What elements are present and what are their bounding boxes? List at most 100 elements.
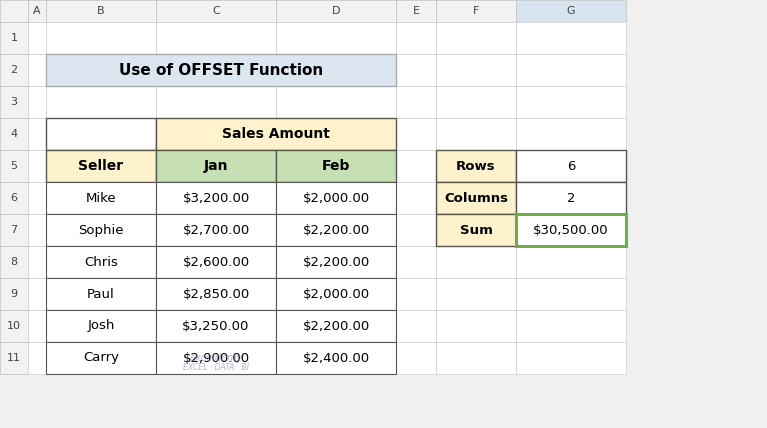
Bar xyxy=(46,182,156,214)
Bar xyxy=(396,150,436,182)
Bar xyxy=(0,118,28,150)
Bar xyxy=(516,182,626,214)
Bar xyxy=(156,0,276,22)
Bar xyxy=(0,54,28,86)
Bar xyxy=(516,214,626,246)
Bar xyxy=(46,150,156,182)
Bar xyxy=(156,118,396,150)
Bar xyxy=(516,342,626,374)
Bar xyxy=(0,246,28,278)
Bar xyxy=(0,310,28,342)
Bar xyxy=(436,54,516,86)
Text: $2,200.00: $2,200.00 xyxy=(302,223,370,237)
Text: D: D xyxy=(332,6,341,16)
Bar xyxy=(156,86,276,118)
Text: Chris: Chris xyxy=(84,256,118,268)
Text: 5: 5 xyxy=(11,161,18,171)
Bar xyxy=(28,0,46,22)
Bar xyxy=(516,118,626,150)
Bar xyxy=(156,278,276,310)
Bar xyxy=(276,246,396,278)
Bar xyxy=(0,182,28,214)
Bar xyxy=(436,214,516,246)
Bar xyxy=(28,22,46,54)
Bar xyxy=(436,0,516,22)
Bar xyxy=(436,182,516,214)
Text: A: A xyxy=(33,6,41,16)
Bar xyxy=(156,150,276,182)
Bar xyxy=(396,0,436,22)
Text: G: G xyxy=(567,6,575,16)
Bar xyxy=(516,150,626,182)
Bar xyxy=(28,278,46,310)
Bar xyxy=(396,342,436,374)
Bar xyxy=(276,278,396,310)
Bar xyxy=(276,310,396,342)
Bar xyxy=(46,246,156,278)
Bar xyxy=(156,118,276,150)
Text: $2,000.00: $2,000.00 xyxy=(302,191,370,205)
Bar xyxy=(156,150,276,182)
Text: EXCEL · DATA · BI: EXCEL · DATA · BI xyxy=(183,363,249,372)
Bar xyxy=(396,118,436,150)
Text: C: C xyxy=(212,6,220,16)
Text: $2,900.00: $2,900.00 xyxy=(183,351,249,365)
Text: $2,200.00: $2,200.00 xyxy=(302,256,370,268)
Bar xyxy=(0,22,28,54)
Bar xyxy=(516,86,626,118)
Bar xyxy=(276,342,396,374)
Text: Mike: Mike xyxy=(86,191,117,205)
Text: $2,400.00: $2,400.00 xyxy=(302,351,370,365)
Bar xyxy=(276,150,396,182)
Bar xyxy=(46,22,156,54)
Text: B: B xyxy=(97,6,105,16)
Text: Paul: Paul xyxy=(87,288,115,300)
Bar xyxy=(46,342,156,374)
Bar xyxy=(28,150,46,182)
Bar xyxy=(46,54,156,86)
Bar xyxy=(396,310,436,342)
Text: F: F xyxy=(472,6,479,16)
Bar xyxy=(46,86,156,118)
Bar xyxy=(436,150,516,182)
Bar xyxy=(156,278,276,310)
Bar xyxy=(516,310,626,342)
Bar xyxy=(28,54,46,86)
Bar xyxy=(396,182,436,214)
Text: Seller: Seller xyxy=(78,159,123,173)
Bar xyxy=(276,54,396,86)
Text: $2,200.00: $2,200.00 xyxy=(302,319,370,333)
Bar xyxy=(516,22,626,54)
Text: Sales Amount: Sales Amount xyxy=(222,127,330,141)
Bar xyxy=(46,214,156,246)
Text: Sum: Sum xyxy=(459,223,492,237)
Bar xyxy=(156,22,276,54)
Bar xyxy=(0,278,28,310)
Bar xyxy=(436,182,516,214)
Bar xyxy=(46,246,156,278)
Bar xyxy=(46,118,156,150)
Text: $3,250.00: $3,250.00 xyxy=(183,319,250,333)
Text: 2: 2 xyxy=(567,191,575,205)
Bar xyxy=(0,150,28,182)
Bar xyxy=(46,342,156,374)
Bar xyxy=(46,278,156,310)
Bar xyxy=(0,0,28,22)
Text: Feb: Feb xyxy=(322,159,351,173)
Bar xyxy=(436,278,516,310)
Text: 4: 4 xyxy=(11,129,18,139)
Bar xyxy=(156,342,276,374)
Bar xyxy=(276,246,396,278)
Bar xyxy=(516,214,626,246)
Bar xyxy=(436,86,516,118)
Bar xyxy=(0,86,28,118)
Bar xyxy=(46,118,156,150)
Bar xyxy=(396,214,436,246)
Bar xyxy=(46,150,156,182)
Text: Jan: Jan xyxy=(204,159,229,173)
Bar xyxy=(516,278,626,310)
Bar xyxy=(156,182,276,214)
Text: 6: 6 xyxy=(11,193,18,203)
Bar xyxy=(276,22,396,54)
Bar xyxy=(276,86,396,118)
